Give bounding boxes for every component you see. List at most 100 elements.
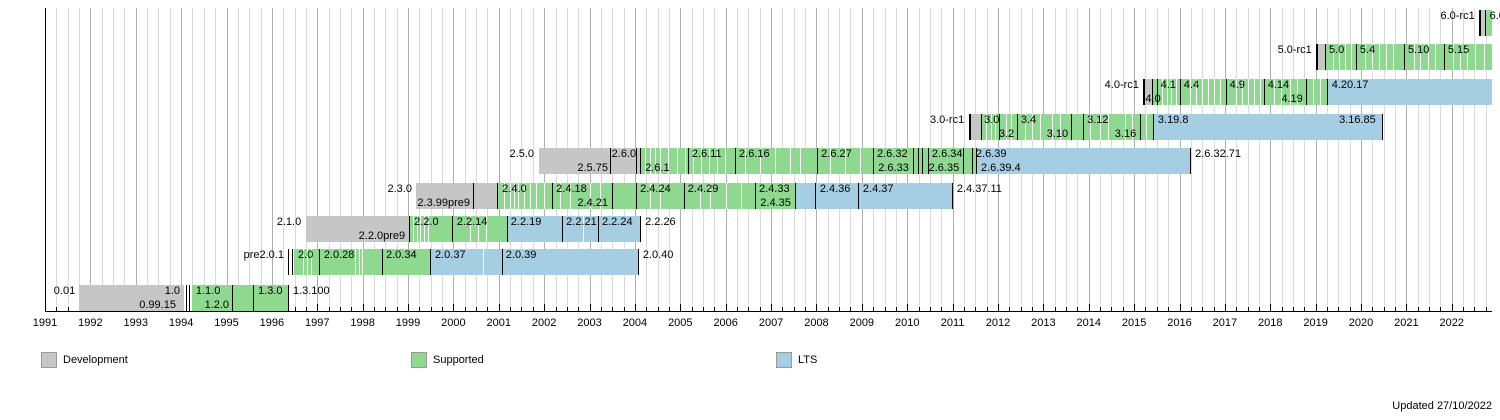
grid-minor-line — [158, 8, 160, 311]
version-label: 2.1.0 — [276, 216, 302, 228]
axis-minor-tick — [1417, 307, 1419, 311]
axis-major-tick — [1179, 304, 1181, 311]
release-divider — [815, 183, 817, 209]
version-label: 2.0 — [297, 249, 314, 261]
axis-minor-tick — [1326, 307, 1328, 311]
axis-minor-tick — [975, 307, 977, 311]
release-sliver — [699, 183, 701, 209]
release-sliver — [1483, 44, 1485, 70]
axis-year-label: 2020 — [1348, 317, 1374, 329]
release-sliver — [517, 183, 519, 209]
grid-minor-line — [396, 8, 398, 311]
axis-major-tick — [907, 304, 909, 311]
release-divider — [501, 249, 503, 275]
release-sliver — [1032, 114, 1033, 140]
version-label: 5.15 — [1447, 44, 1470, 56]
release-sliver — [991, 114, 993, 140]
version-label: 2.6.32.71 — [1195, 148, 1241, 160]
axis-minor-tick — [1281, 307, 1283, 311]
grid-minor-line — [521, 8, 523, 311]
release-divider — [922, 148, 924, 174]
version-label: 3.4 — [1020, 114, 1037, 126]
release-sliver — [830, 148, 832, 174]
version-label: pre2.0.1 — [243, 249, 284, 261]
release-sliver — [708, 148, 710, 174]
bar-segment-supported — [981, 114, 1154, 140]
version-label: 6.0-rc1 — [1440, 10, 1475, 22]
version-label: 1.2.0 — [204, 299, 230, 311]
bar-segment-development — [1480, 10, 1486, 36]
axis-major-tick — [317, 304, 319, 311]
release-sliver — [741, 183, 743, 209]
release-divider — [408, 216, 410, 242]
version-label: 2.2.0 — [414, 216, 439, 228]
version-label: 2.6.34 — [931, 148, 963, 160]
release-sliver — [1453, 44, 1455, 70]
legend-label: LTS — [798, 354, 818, 366]
release-divider — [1140, 114, 1142, 140]
axis-year-label: 2007 — [758, 317, 784, 329]
axis-minor-tick — [646, 307, 648, 311]
axis-year-label: 2005 — [668, 317, 693, 329]
version-label: 1.3.100 — [292, 285, 330, 297]
release-sliver — [1351, 44, 1353, 70]
release-divider — [609, 148, 611, 174]
release-sliver — [560, 183, 562, 209]
release-divider — [1225, 79, 1227, 105]
timeline-plot-area: 1991 1992 1993 1994 1995 1996 1997 1998 1999 2000… — [33, 8, 1500, 329]
grid-minor-line — [1417, 8, 1419, 311]
version-label: 2.6.39.4 — [980, 162, 1021, 174]
axis-minor-tick — [1258, 307, 1260, 311]
release-sliver — [1371, 44, 1373, 70]
axis-year-label: 2003 — [577, 317, 602, 329]
release-sliver — [1253, 79, 1255, 105]
release-sliver — [1420, 44, 1422, 70]
grid-minor-line — [1338, 8, 1340, 311]
grid-minor-line — [1326, 8, 1328, 311]
axis-minor-tick — [1111, 307, 1113, 311]
grid-minor-line — [385, 8, 387, 311]
axis-year-label: 2011 — [940, 317, 965, 329]
axis-minor-tick — [294, 307, 296, 311]
bar-segment-development — [1318, 44, 1326, 70]
version-label: 2.4.18 — [556, 183, 587, 195]
version-label: 2.6.1 — [645, 162, 670, 174]
axis-minor-tick — [748, 307, 750, 311]
grid-minor-line — [1463, 8, 1465, 311]
release-sliver — [419, 216, 421, 242]
version-label: 4.20.17 — [1331, 79, 1369, 91]
axis-minor-tick — [805, 307, 807, 311]
axis-minor-tick — [305, 307, 307, 311]
release-sliver — [1213, 79, 1215, 105]
release-sliver — [1345, 44, 1347, 70]
release-divider — [382, 249, 384, 275]
axis-minor-tick — [1247, 307, 1249, 311]
grid-minor-line — [339, 8, 341, 311]
release-sliver — [1289, 79, 1291, 105]
axis-minor-tick — [1100, 307, 1102, 311]
axis-year-label: 2016 — [1167, 317, 1192, 329]
axis-minor-tick — [1190, 307, 1192, 311]
bar-segment-development — [971, 114, 982, 140]
grid-minor-line — [1202, 8, 1204, 311]
rc-marker-line — [288, 249, 290, 275]
release-divider — [735, 148, 737, 174]
release-sliver — [1125, 114, 1127, 140]
axis-major-tick — [1043, 304, 1045, 311]
axis-year-label: 2004 — [622, 317, 648, 329]
axis-year-label: 1999 — [395, 317, 421, 329]
release-sliver — [1392, 44, 1394, 70]
axis-minor-tick — [328, 307, 330, 311]
grid-year-line — [317, 8, 319, 311]
axis-minor-tick — [873, 307, 875, 311]
grid-minor-line — [1383, 8, 1385, 311]
grid-minor-line — [510, 8, 512, 311]
release-divider — [288, 285, 290, 311]
axis-major-tick — [1088, 304, 1090, 311]
version-label: 2.4.33 — [759, 183, 790, 195]
axis-minor-tick — [578, 307, 580, 311]
axis-minor-tick — [532, 307, 534, 311]
axis-minor-tick — [374, 307, 375, 311]
release-sliver — [644, 148, 646, 174]
